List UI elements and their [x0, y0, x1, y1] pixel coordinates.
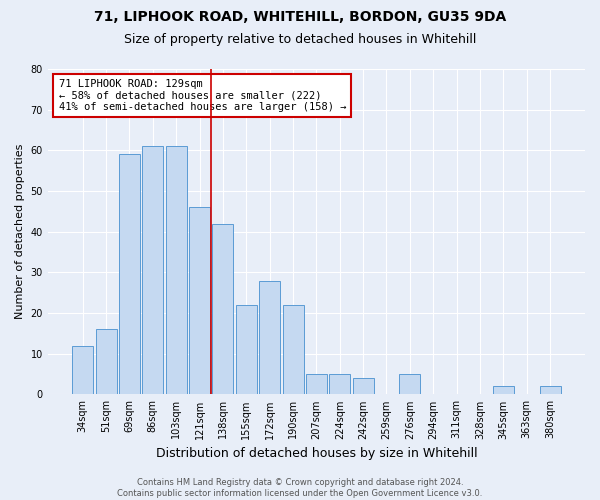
Text: Contains HM Land Registry data © Crown copyright and database right 2024.
Contai: Contains HM Land Registry data © Crown c…	[118, 478, 482, 498]
Bar	[539, 386, 560, 394]
Y-axis label: Number of detached properties: Number of detached properties	[15, 144, 25, 320]
Text: 71 LIPHOOK ROAD: 129sqm
← 58% of detached houses are smaller (222)
41% of semi-d: 71 LIPHOOK ROAD: 129sqm ← 58% of detache…	[59, 79, 346, 112]
Bar	[72, 346, 93, 395]
Bar	[283, 305, 304, 394]
Bar	[493, 386, 514, 394]
Bar	[329, 374, 350, 394]
Bar	[259, 280, 280, 394]
Bar	[236, 305, 257, 394]
Bar	[353, 378, 374, 394]
Bar	[306, 374, 327, 394]
X-axis label: Distribution of detached houses by size in Whitehill: Distribution of detached houses by size …	[155, 447, 477, 460]
Bar	[119, 154, 140, 394]
Bar	[142, 146, 163, 394]
Text: Size of property relative to detached houses in Whitehill: Size of property relative to detached ho…	[124, 32, 476, 46]
Bar	[400, 374, 421, 394]
Bar	[95, 330, 116, 394]
Bar	[212, 224, 233, 394]
Bar	[166, 146, 187, 394]
Bar	[189, 208, 210, 394]
Text: 71, LIPHOOK ROAD, WHITEHILL, BORDON, GU35 9DA: 71, LIPHOOK ROAD, WHITEHILL, BORDON, GU3…	[94, 10, 506, 24]
